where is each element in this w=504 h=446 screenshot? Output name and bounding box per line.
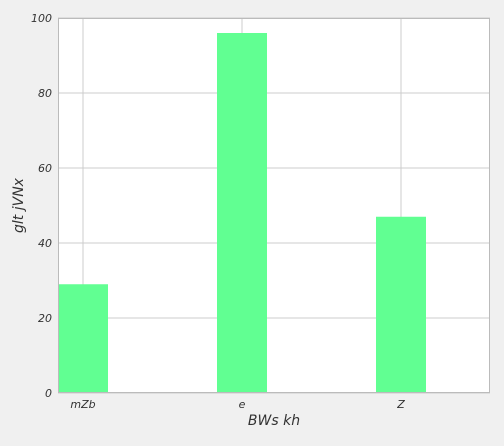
y-tick-label: 40 — [38, 237, 52, 250]
y-axis-ticks: 0 20 40 60 80 100 — [31, 12, 52, 400]
y-tick-label: 100 — [31, 12, 52, 25]
x-tick-label: mZb — [70, 398, 95, 411]
x-axis-ticks: mZb e Z — [70, 398, 405, 411]
bar-e — [217, 33, 267, 393]
x-tick-label: e — [239, 398, 246, 411]
y-tick-label: 20 — [38, 312, 52, 325]
y-tick-label: 80 — [38, 87, 52, 100]
y-tick-label: 0 — [45, 387, 52, 400]
bars — [58, 33, 426, 393]
bar-mZb — [58, 284, 108, 393]
y-tick-label: 60 — [38, 162, 52, 175]
x-axis-label: BWs kh — [248, 413, 300, 429]
plot-frame — [58, 18, 490, 393]
bar-Z — [376, 216, 426, 393]
x-tick-label: Z — [396, 398, 405, 411]
y-axis-label: glt jVNx — [11, 177, 27, 233]
